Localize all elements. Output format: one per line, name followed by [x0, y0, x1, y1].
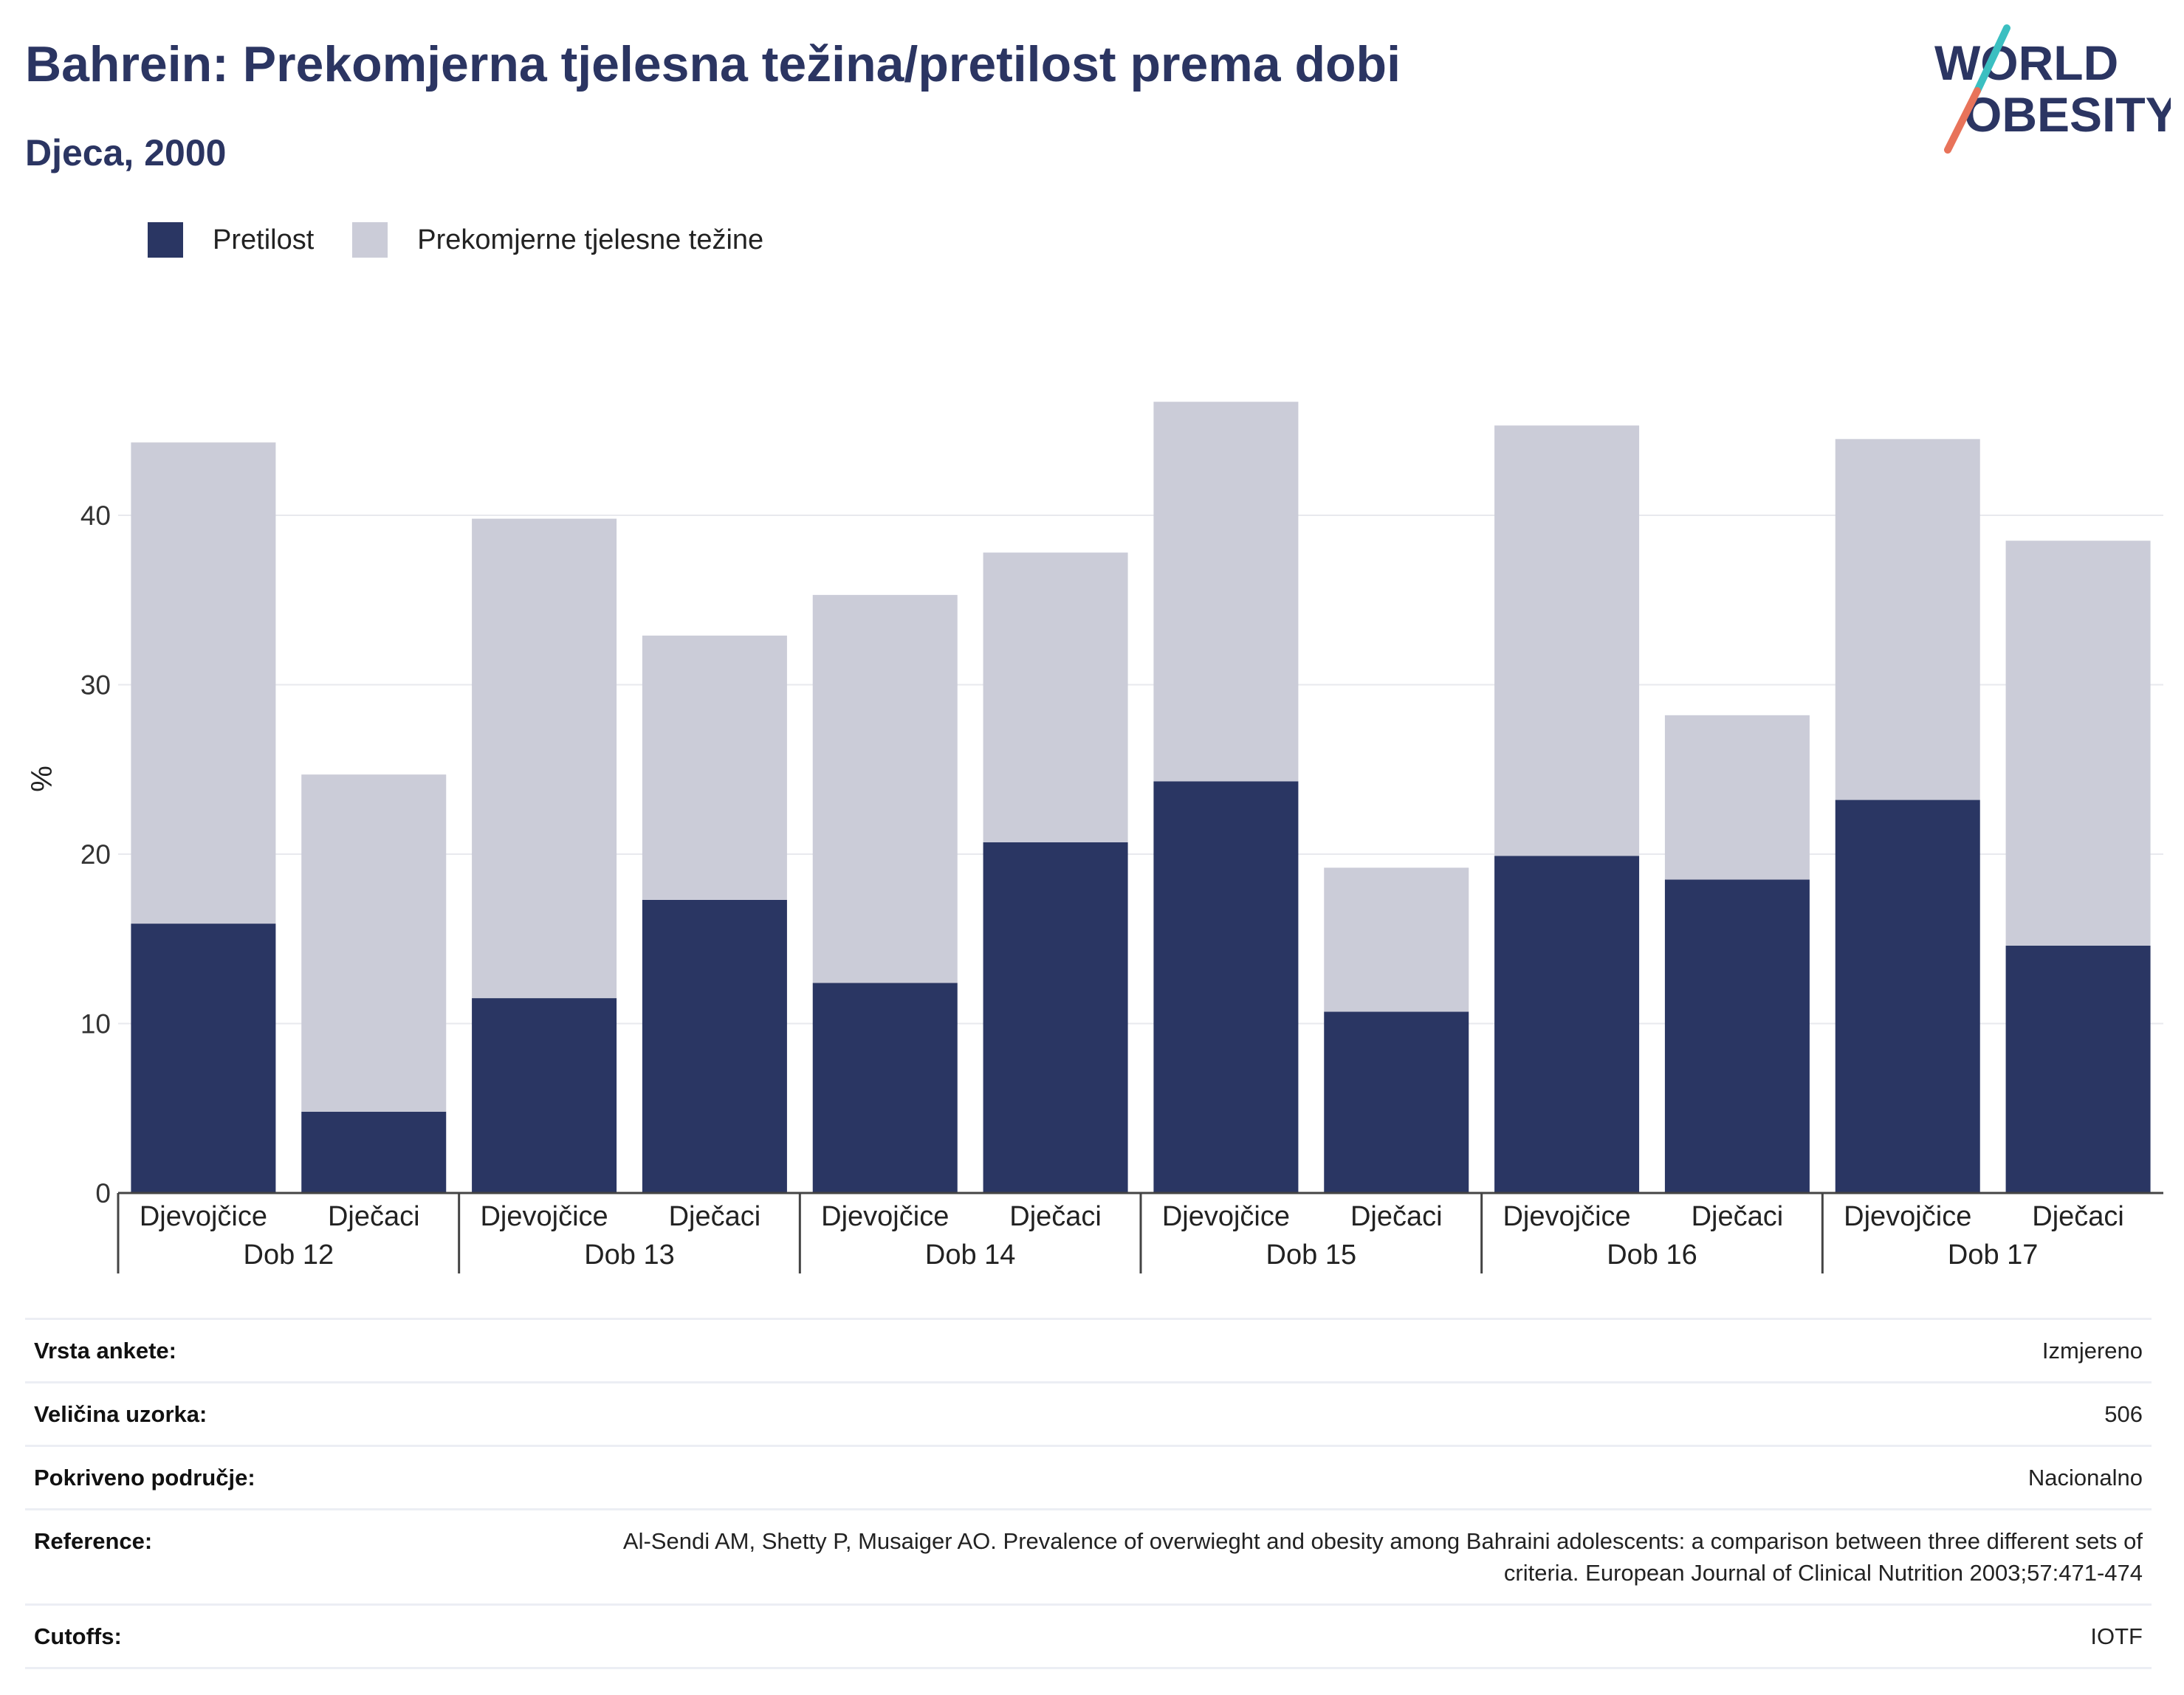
x-tick-label: Dječaci [2032, 1201, 2124, 1232]
chart-subtitle: Djeca, 2000 [25, 132, 227, 173]
info-value: 506 [2104, 1401, 2143, 1427]
info-value: Izmjereno [2042, 1338, 2143, 1364]
legend-item-overweight[interactable]: Prekomjerne tjelesne težine [352, 222, 763, 258]
bar-obesity [1494, 856, 1640, 1193]
bar-obesity [301, 1111, 447, 1193]
chart-legend: Pretilost Prekomjerne tjelesne težine [148, 218, 802, 262]
bar-overweight [1153, 402, 1299, 782]
x-tick-label: Djevojčice [821, 1201, 949, 1232]
group-label: Dob 17 [1948, 1240, 2039, 1271]
bar-overweight [1664, 715, 1810, 880]
x-tick-label: Djevojčice [140, 1201, 267, 1232]
bar-overweight [131, 442, 276, 924]
bar-obesity [131, 924, 276, 1193]
info-row: Pokriveno područje: Nacionalno [25, 1445, 2152, 1508]
info-value: Nacionalno [2027, 1465, 2143, 1491]
group-label: Dob 15 [1266, 1240, 1357, 1271]
bar-overweight [1324, 867, 1469, 1012]
bar-obesity [812, 983, 958, 1193]
y-tick-label: 30 [80, 670, 111, 701]
x-tick-label: Djevojčice [480, 1201, 608, 1232]
legend-item-obesity[interactable]: Pretilost [148, 222, 314, 258]
bar-obesity [2005, 945, 2151, 1193]
info-label: Cutoffs: [34, 1623, 122, 1649]
y-tick-label: 0 [95, 1178, 111, 1208]
info-value: IOTF [2090, 1623, 2143, 1649]
bar-overweight [1835, 439, 1980, 800]
group-label: Dob 12 [244, 1240, 334, 1271]
bar-obesity [1324, 1011, 1469, 1193]
x-tick-label: Djevojčice [1503, 1201, 1630, 1232]
legend-swatch-obesity [148, 222, 183, 258]
info-row: Vrsta ankete: Izmjereno [25, 1318, 2152, 1381]
x-tick-label: Dječaci [1009, 1201, 1102, 1232]
y-tick-label: 40 [80, 501, 111, 531]
x-tick-label: Dječaci [328, 1201, 420, 1232]
x-tick-label: Djevojčice [1162, 1201, 1290, 1232]
survey-info-table: Vrsta ankete: Izmjereno Veličina uzorka: 50… [25, 1318, 2152, 1669]
x-tick-label: Dječaci [1350, 1201, 1443, 1232]
y-axis-label: % [26, 766, 58, 792]
bar-obesity [1664, 879, 1810, 1193]
x-tick-label: Dječaci [1692, 1201, 1784, 1232]
group-label: Dob 14 [925, 1240, 1016, 1271]
bar-overweight [472, 518, 617, 999]
svg-text:WORLD: WORLD [1934, 35, 2118, 90]
info-row: Reference: Al-Sendi AM, Shetty P, Musaige… [25, 1508, 2152, 1603]
bar-overweight [642, 635, 787, 900]
group-label: Dob 16 [1607, 1240, 1697, 1271]
info-row: Cutoffs: IOTF [25, 1603, 2152, 1669]
x-tick-label: Djevojčice [1844, 1201, 1971, 1232]
bar-overweight [812, 594, 958, 983]
bar-obesity [642, 899, 787, 1193]
info-label: Veličina uzorka: [34, 1401, 207, 1427]
info-row: Veličina uzorka: 506 [25, 1381, 2152, 1445]
world-obesity-logo: WORLD OBESITY [1934, 24, 2171, 154]
chart-title: Bahrein: Prekomjerna tjelesna težina/pre… [25, 36, 1401, 92]
bar-overweight [301, 774, 447, 1112]
legend-label-obesity: Pretilost [213, 224, 315, 255]
bar-obesity [983, 842, 1128, 1193]
bar-overweight [983, 552, 1128, 842]
info-label: Reference: [34, 1528, 153, 1554]
y-tick-label: 10 [80, 1009, 111, 1039]
y-tick-label: 20 [80, 839, 111, 870]
x-tick-label: Dječaci [669, 1201, 761, 1232]
info-value: Al-Sendi AM, Shetty P, Musaiger AO. Prev… [622, 1528, 2143, 1586]
bar-obesity [1153, 781, 1299, 1193]
svg-text:OBESITY: OBESITY [1964, 87, 2171, 142]
bar-obesity [472, 998, 617, 1193]
info-label: Vrsta ankete: [34, 1338, 176, 1364]
stacked-bar-chart: 0 10 20 30 40% Djevojčice Dječaci Djevojčice Dje… [26, 402, 2163, 1273]
legend-label-overweight: Prekomjerne tjelesne težine [417, 224, 764, 255]
bar-overweight [2005, 540, 2151, 946]
info-label: Pokriveno područje: [34, 1465, 255, 1491]
legend-swatch-overweight [352, 222, 388, 258]
group-label: Dob 13 [584, 1240, 675, 1271]
bar-obesity [1835, 800, 1980, 1193]
bar-overweight [1494, 425, 1640, 856]
